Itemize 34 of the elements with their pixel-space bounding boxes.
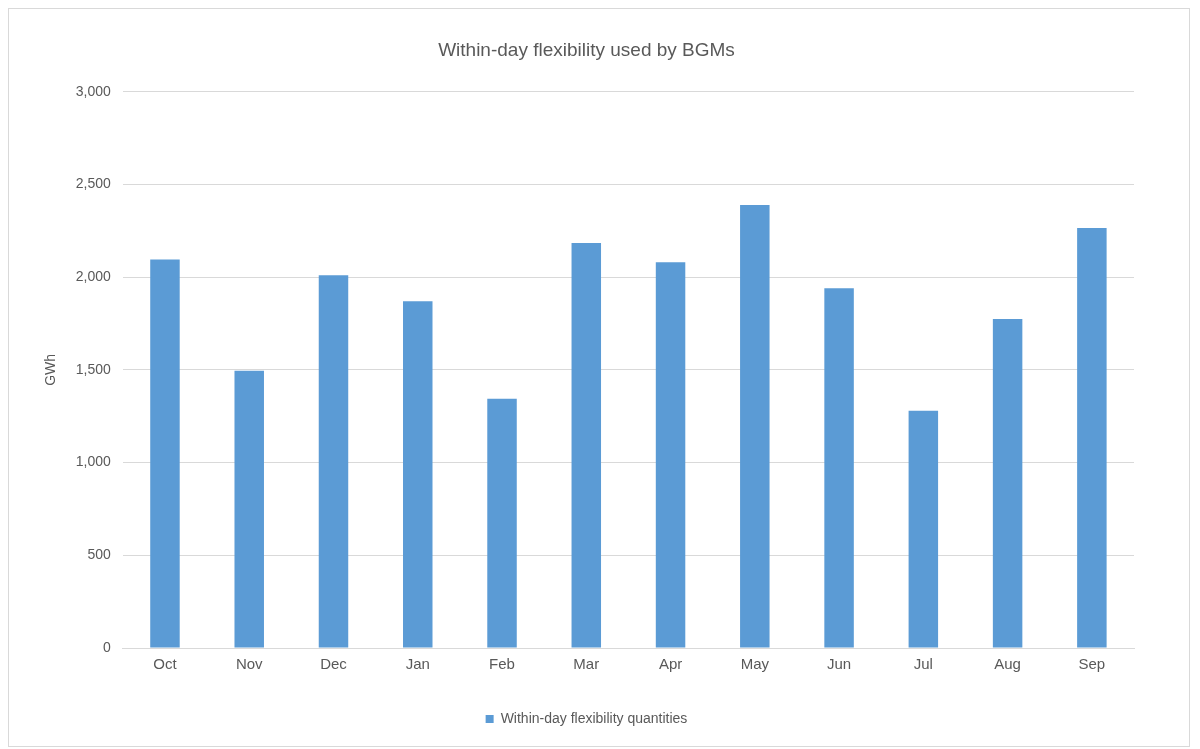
x-tick-label: Sep xyxy=(1078,655,1106,673)
bar xyxy=(571,242,602,648)
x-tick-label: Aug xyxy=(994,655,1021,673)
x-tick-label: Oct xyxy=(153,655,178,673)
bar xyxy=(318,275,349,648)
y-tick-label: 2,500 xyxy=(75,175,112,192)
legend-label: Within-day flexibility quantities xyxy=(500,709,688,726)
bar xyxy=(908,410,939,648)
y-tick-label: 500 xyxy=(87,546,112,563)
chart-title: Within-day flexibility used by BGMs xyxy=(438,38,735,60)
x-tick-label: Nov xyxy=(235,655,264,673)
y-tick-label: 1,000 xyxy=(75,453,112,470)
bar xyxy=(992,318,1023,648)
x-tick-label: Apr xyxy=(658,655,683,673)
bar xyxy=(740,204,770,648)
bar xyxy=(403,301,433,648)
bar xyxy=(487,398,517,648)
x-tick-label: Jun xyxy=(826,655,852,673)
y-tick-label: 0 xyxy=(103,638,112,655)
x-tick-label: May xyxy=(740,655,770,673)
bar xyxy=(1077,228,1107,648)
y-tick-label: 1,500 xyxy=(75,360,112,377)
bar xyxy=(824,288,854,648)
bar xyxy=(655,262,686,648)
x-tick-label: Dec xyxy=(320,655,348,673)
bar xyxy=(150,259,180,648)
x-tick-label: Jul xyxy=(913,655,933,673)
y-tick-label: 2,000 xyxy=(75,268,112,285)
x-tick-label: Jan xyxy=(405,655,430,673)
y-tick-label: 3,000 xyxy=(75,82,112,99)
x-tick-label: Mar xyxy=(573,655,600,673)
y-axis-title: GWh xyxy=(42,353,59,386)
bar xyxy=(234,370,264,648)
x-tick-label: Feb xyxy=(489,655,515,673)
